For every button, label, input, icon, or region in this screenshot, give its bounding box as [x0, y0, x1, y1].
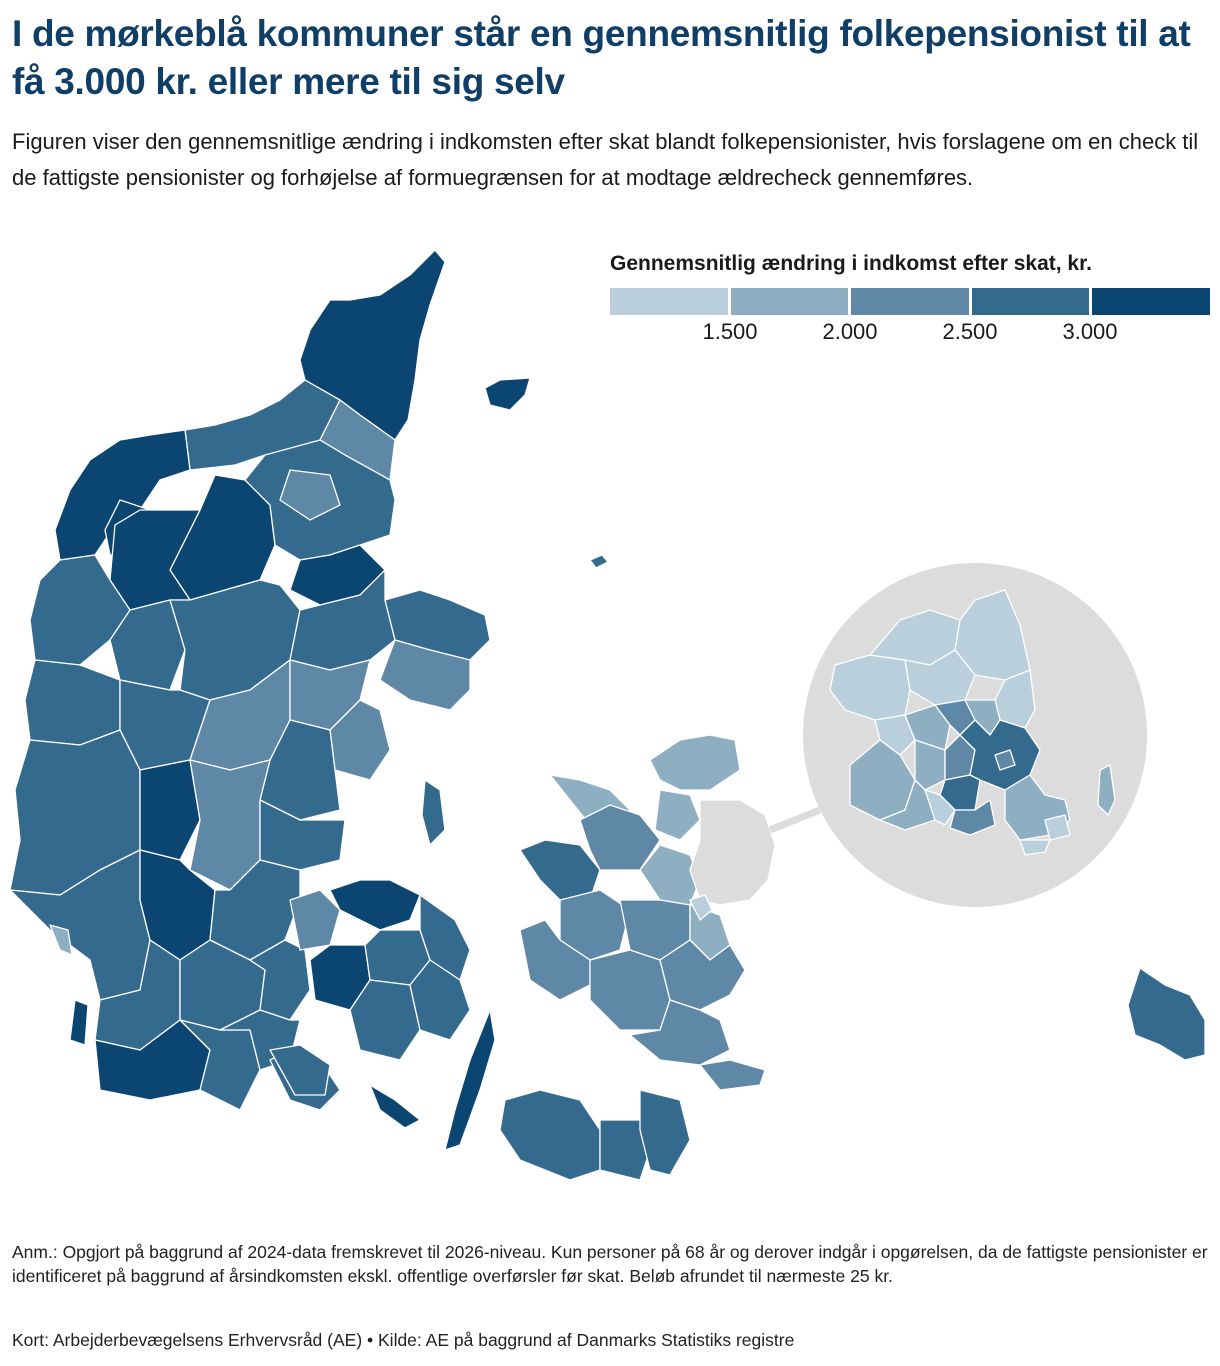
region-svendborg [409, 959, 471, 1041]
island-langeland [444, 1009, 496, 1151]
island-als [269, 1044, 331, 1096]
legend-bin-5 [1092, 288, 1210, 315]
inset-connector-line [768, 806, 822, 834]
footnote: Anm.: Opgjort på baggrund af 2024-data f… [12, 1242, 1208, 1286]
denmark-choropleth-map [9, 249, 1206, 1181]
island-romo [69, 999, 89, 1046]
capital-region-highlight [689, 799, 776, 906]
region-kolding [249, 939, 311, 1021]
region-aalborg-south [279, 469, 341, 521]
region-guldborgsund-west [599, 1119, 651, 1181]
island-anholt [589, 554, 609, 569]
legend-tick-1500: 1.500 [702, 319, 758, 344]
legend-ticks: 1.500 2.000 2.500 3.000 [610, 319, 1210, 349]
inset-region-ishoj [924, 789, 956, 826]
island-falster [639, 1089, 691, 1176]
inset-region-albertslund [914, 739, 946, 791]
page-subtitle: Figuren viser den gennemsnitlige ændring… [12, 129, 1199, 190]
legend-tick-3000: 3.000 [1062, 319, 1118, 344]
inset-region-frederiksberg [994, 749, 1016, 771]
region-halsnaes [649, 734, 741, 791]
inset-capital-area [829, 589, 1116, 856]
region-kalundborg [519, 839, 601, 901]
legend-tick-2000: 2.000 [822, 319, 878, 344]
page-title: I de mørkeblå kommuner står en gennemsni… [12, 13, 1191, 102]
source-line: Kort: Arbejderbevægelsens Erhvervsråd (A… [12, 1330, 795, 1350]
inset-region-dragor [1044, 814, 1071, 841]
inset-region-tarnby [1019, 839, 1051, 856]
region-naestved [589, 949, 671, 1031]
region-middelfart [289, 889, 341, 951]
island-laeso [484, 377, 531, 411]
region-lolland [499, 1089, 601, 1181]
inset-region-ballerup [904, 704, 951, 751]
legend-tick-2500: 2.500 [942, 319, 998, 344]
island-samso [421, 779, 446, 846]
region-lemvig [29, 554, 131, 666]
region-syddjurs [379, 639, 471, 711]
region-odense-north [329, 879, 421, 931]
legend: Gennemsnitlig ændring i indkomst efter s… [610, 252, 1210, 349]
island-aero [369, 1084, 421, 1129]
legend-bin-3 [851, 288, 969, 315]
legend-bin-4 [971, 288, 1090, 315]
legend-bin-2 [730, 288, 849, 315]
inset-island-saltholm [1097, 764, 1116, 816]
legend-bin-1 [610, 288, 728, 315]
inset-region-west [874, 714, 916, 756]
region-ikast-brande [139, 759, 201, 861]
region-kobenhavn-south [689, 894, 713, 921]
inset-region-brondby [949, 799, 996, 836]
island-bornholm [1127, 967, 1206, 1061]
region-hillerod-west [654, 789, 701, 841]
island-fano [49, 924, 73, 956]
region-ringkobing-north [24, 659, 121, 746]
inset-region-centre [904, 649, 976, 706]
region-holbaek [579, 804, 661, 871]
region-vordingborg [629, 999, 731, 1066]
island-mon [699, 1059, 766, 1091]
legend-title: Gennemsnitlig ændring i indkomst efter s… [610, 252, 1092, 275]
legend-color-bar [610, 288, 1210, 315]
